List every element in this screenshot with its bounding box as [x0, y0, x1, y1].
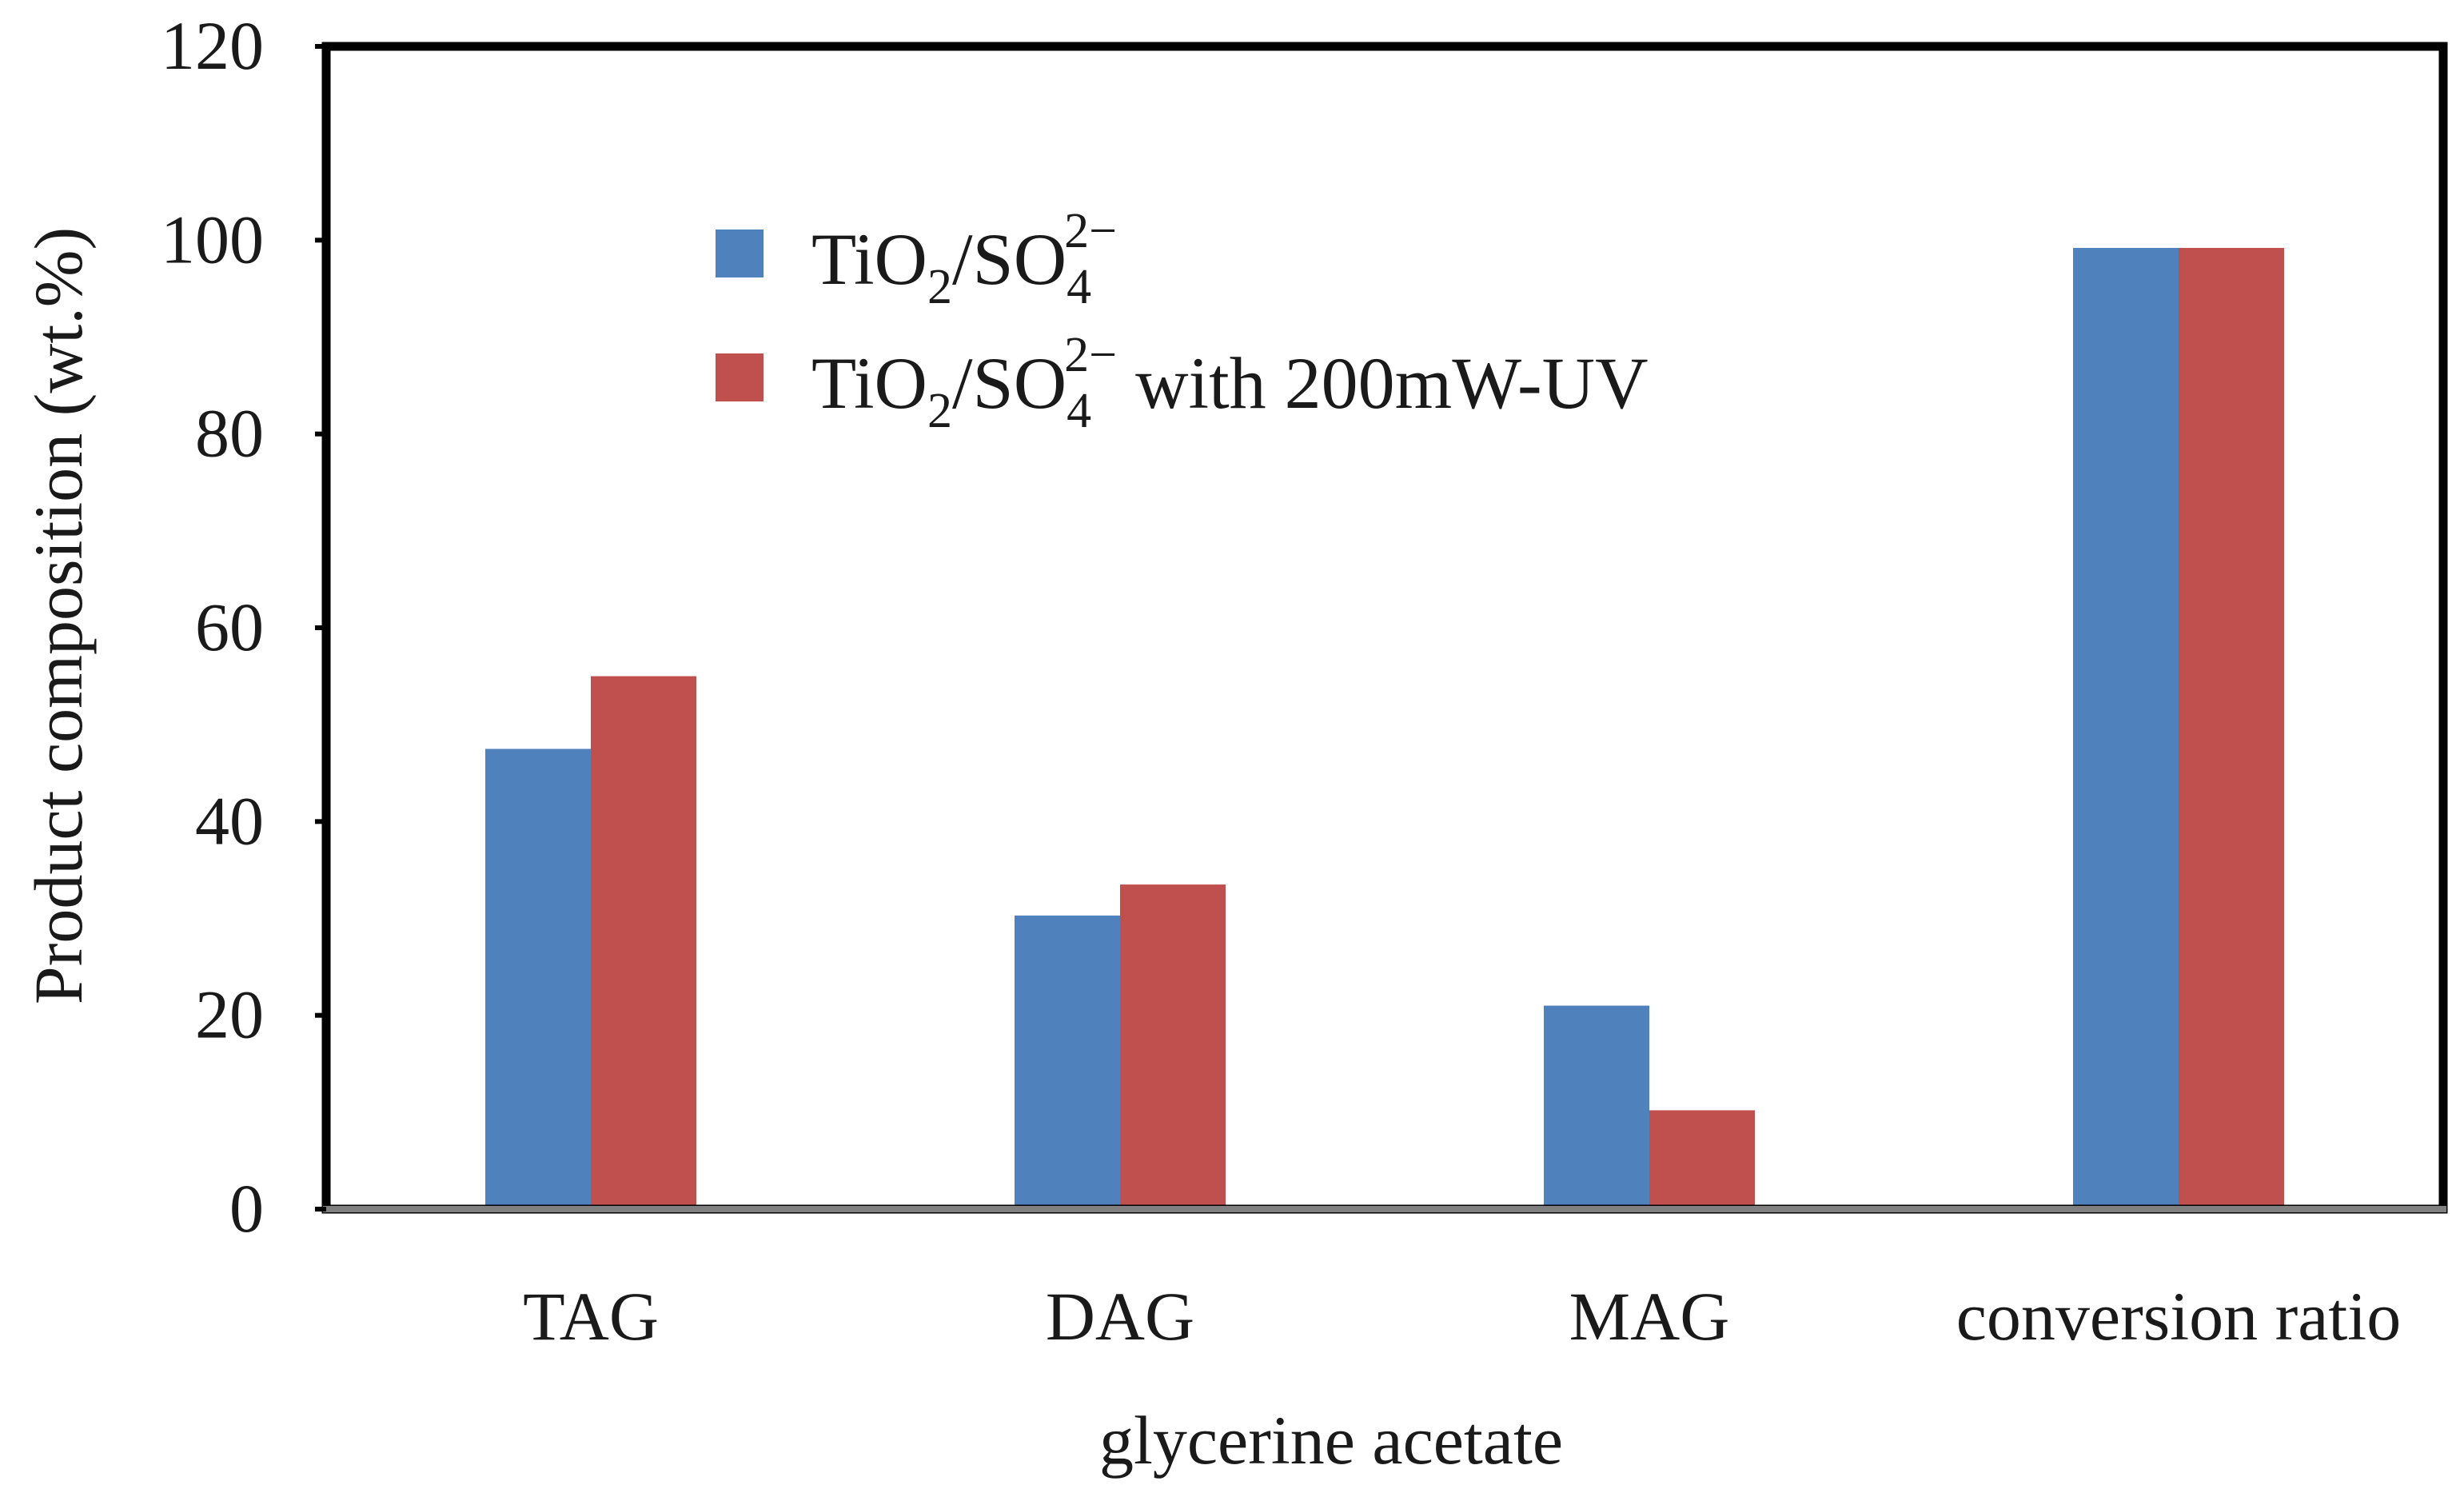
legend-label-part: 2− — [1064, 328, 1117, 382]
legend-label-part: 4 — [1067, 260, 1091, 314]
x-tick-label: TAG — [523, 1278, 659, 1355]
bar-mag-series-2 — [1649, 1110, 1755, 1209]
legend-label-part: TiO — [811, 342, 927, 424]
y-tick-label: 60 — [195, 589, 264, 665]
legend-label-part: with 200mW-UV — [1117, 342, 1648, 424]
bar-conversion-ratio-series-1 — [2073, 248, 2179, 1210]
x-axis-tick-labels: TAG DAG MAG conversion ratio — [523, 1278, 2401, 1355]
y-tick-label: 120 — [161, 7, 264, 84]
legend-label: TiO2/SO42− — [811, 204, 1117, 314]
legend-label-part: 2− — [1064, 204, 1117, 258]
y-tick-label: 40 — [195, 782, 264, 859]
legend-label-part: 4 — [1067, 384, 1091, 438]
x-tick-label: MAG — [1569, 1278, 1730, 1355]
legend-label-part: /SO — [952, 342, 1067, 424]
bar-conversion-ratio-series-2 — [2179, 248, 2284, 1210]
legend: TiO2/SO42−TiO2/SO42− with 200mW-UV — [716, 204, 1649, 438]
y-tick-label: 0 — [229, 1170, 264, 1247]
x-tick-label: DAG — [1046, 1278, 1194, 1355]
x-tick-label: conversion ratio — [1956, 1278, 2401, 1355]
bar-tag-series-1 — [485, 749, 591, 1209]
legend-label-part: /SO — [952, 218, 1067, 300]
legend-label-part: 2 — [927, 260, 952, 314]
bar-dag-series-1 — [1015, 915, 1120, 1209]
x-axis-title: glycerine acetate — [1099, 1402, 1563, 1479]
y-axis-ticks: 0 20 40 60 80 100 120 — [161, 7, 326, 1247]
legend-swatch — [716, 230, 764, 277]
bar-dag-series-2 — [1120, 884, 1226, 1209]
y-tick-label: 80 — [195, 395, 264, 472]
bar-tag-series-2 — [591, 676, 696, 1209]
y-tick-label: 20 — [195, 976, 264, 1053]
bar-mag-series-1 — [1544, 1005, 1649, 1209]
y-axis-title: Product composition (wt.%) — [20, 227, 97, 1004]
legend-label-part: 2 — [927, 384, 952, 438]
legend-swatch — [716, 353, 764, 401]
legend-label-part: TiO — [811, 218, 927, 300]
bars-group — [485, 248, 2284, 1210]
y-tick-label: 100 — [161, 201, 264, 277]
legend-label: TiO2/SO42− with 200mW-UV — [811, 328, 1649, 438]
